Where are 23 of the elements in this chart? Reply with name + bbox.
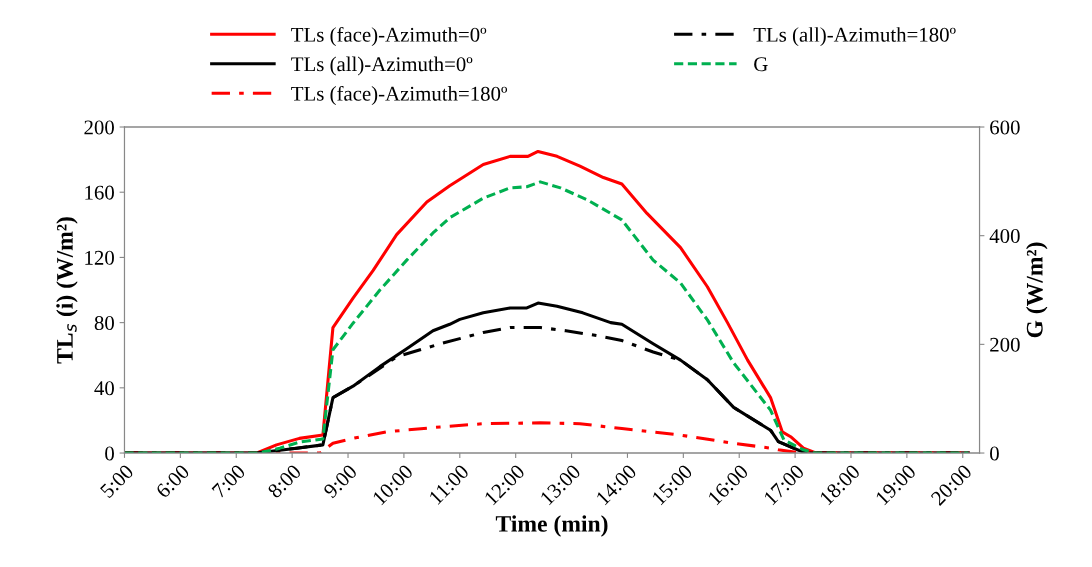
- y2-axis-title: G (W/m²): [1026, 242, 1048, 338]
- legend-label: TLs (face)-Azimuth=180º: [291, 85, 508, 105]
- x-tick-label: 7:00: [211, 463, 247, 499]
- y-tick-label: 160: [85, 185, 114, 200]
- x-tick-label: 8:00: [266, 463, 303, 499]
- legend-label: TLs (all)-Azimuth=0º: [291, 56, 473, 76]
- y2-tick-label: 0: [990, 446, 999, 461]
- y2-tick-label: 600: [990, 120, 1020, 135]
- x-tick-label: 9:00: [322, 463, 358, 499]
- y-axis-title: TL$_{s}$ (i) (W/m²): [56, 217, 78, 364]
- x-tick-label: 5:00: [99, 463, 135, 499]
- x-tick-label: 6:00: [155, 463, 191, 499]
- y2-tick-label: 200: [990, 337, 1020, 352]
- y-tick-label: 80: [94, 316, 114, 331]
- x-axis-title: Time (min): [495, 515, 608, 537]
- y2-tick-label: 400: [989, 229, 1020, 244]
- y-tick-label: 200: [84, 120, 114, 135]
- y-tick-label: 120: [85, 250, 114, 265]
- legend-label: G: [754, 57, 768, 72]
- y-tick-label: 40: [94, 381, 114, 396]
- legend-label: TLs (all)-Azimuth=180º: [753, 27, 956, 47]
- y-tick-label: 0: [105, 446, 114, 461]
- legend-label: TLs (face)-Azimuth=0º: [291, 26, 487, 47]
